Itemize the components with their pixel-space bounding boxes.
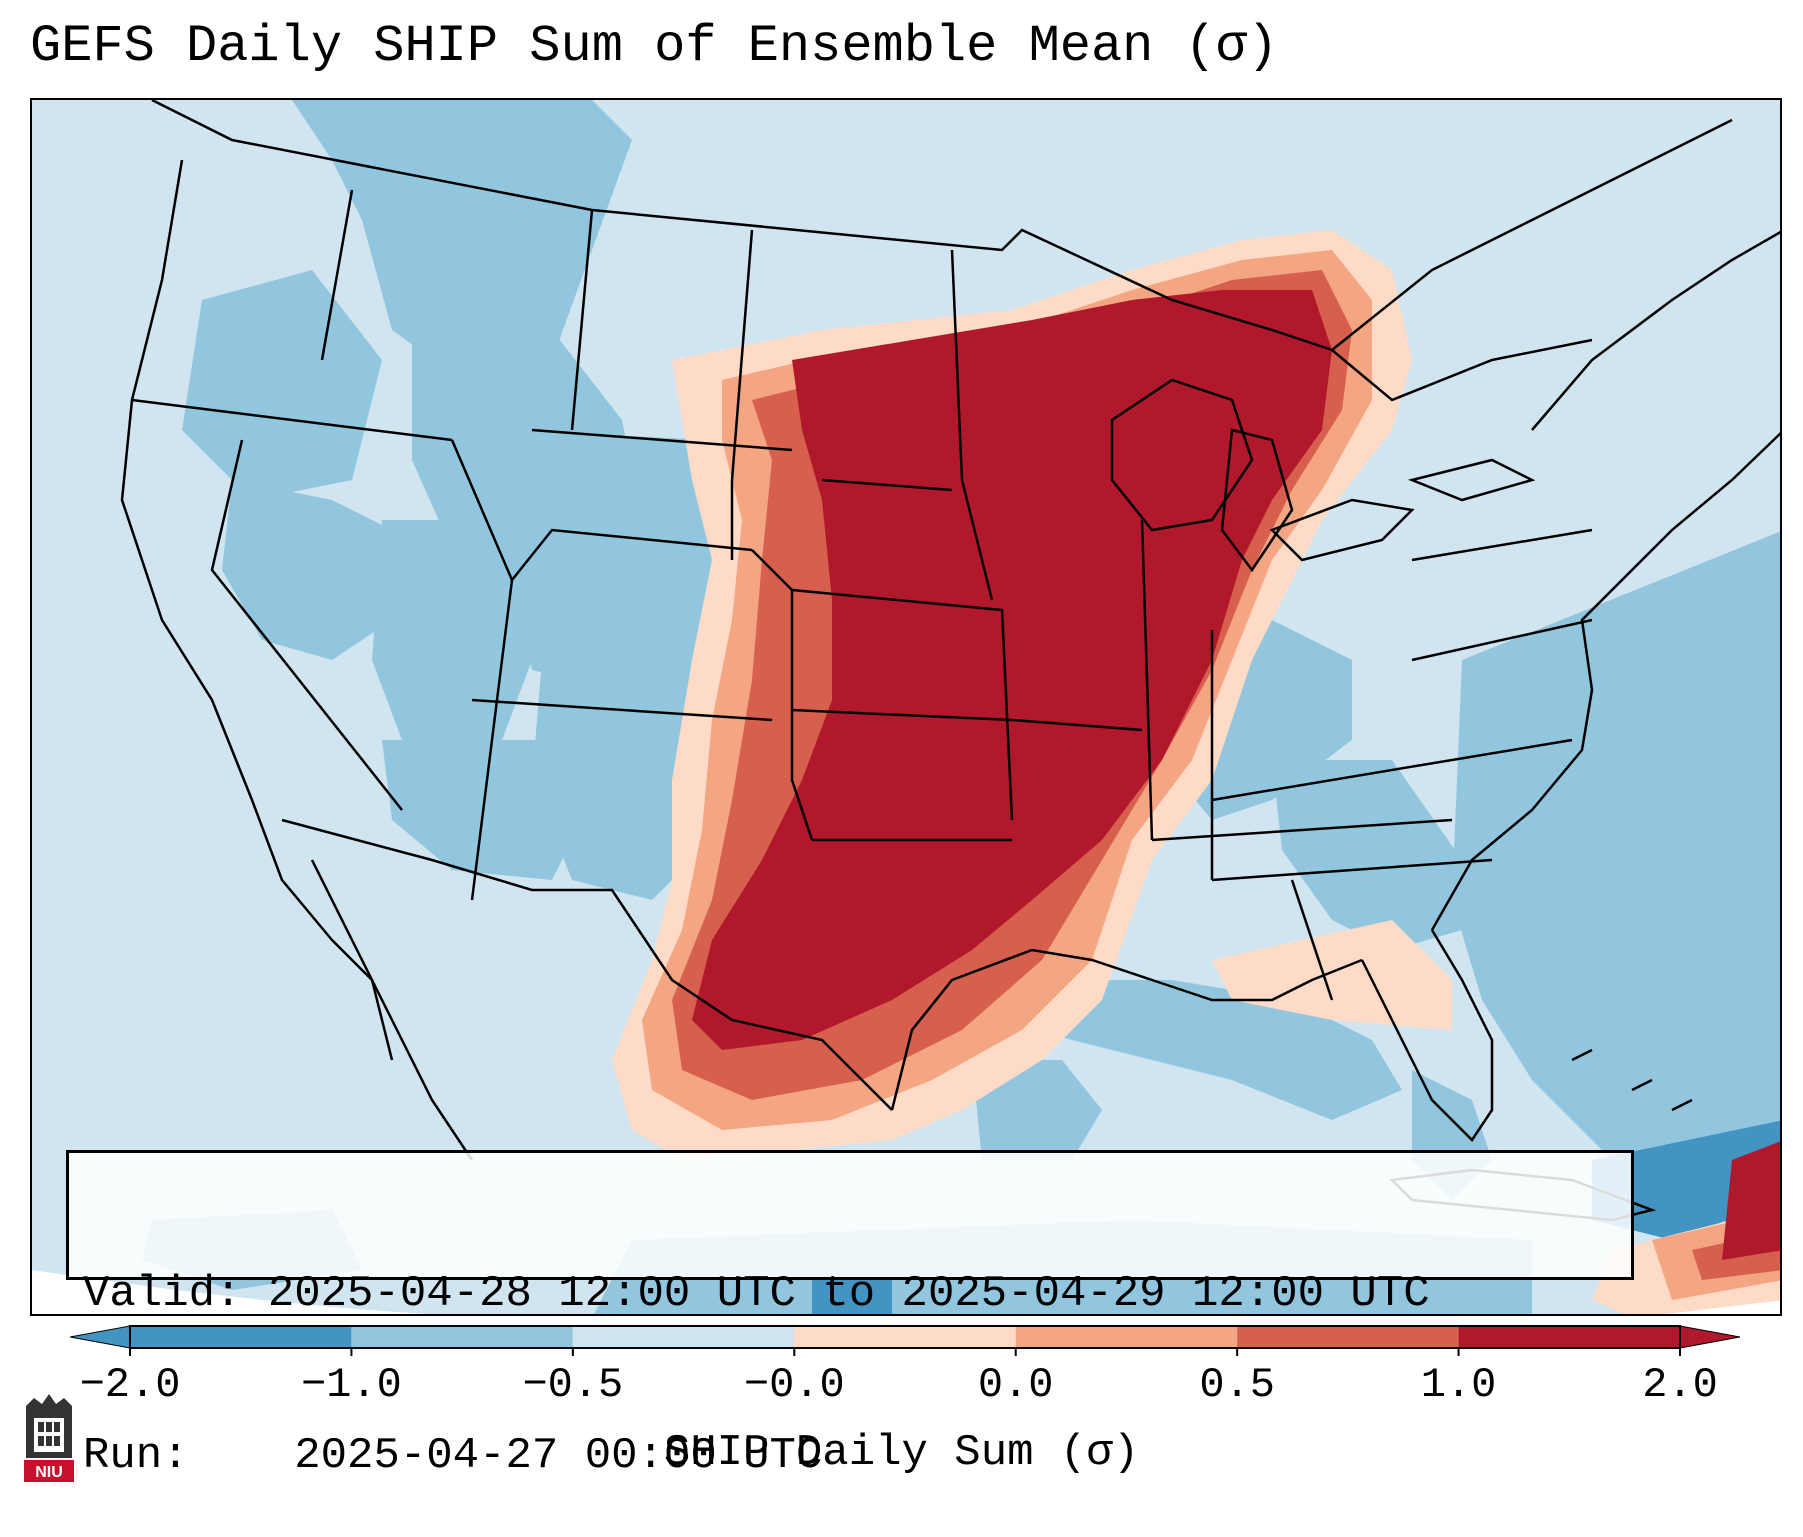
- valid-row: Valid: 2025-04-28 12:00 UTC to 2025-04-2…: [83, 1267, 1617, 1321]
- run-label: Run:: [83, 1431, 189, 1481]
- colorbar-segment: [130, 1326, 352, 1348]
- niu-logo-icon: NIU: [24, 1394, 74, 1482]
- colorbar-label: SHIP Daily Sum (σ): [663, 1428, 1140, 1478]
- colorbar-tick-label: −2.0: [80, 1361, 181, 1400]
- logo-text: NIU: [35, 1464, 63, 1481]
- colorbar-segment: [351, 1326, 573, 1348]
- colorbar-tick-label: −0.0: [744, 1361, 845, 1400]
- colorbar-tick-label: 1.0: [1421, 1361, 1497, 1400]
- run-value: 2025-04-27 00:00 UTC: [294, 1431, 823, 1481]
- colorbar-outline: [129, 1325, 1681, 1349]
- colorbar-tick-label: −1.0: [301, 1361, 402, 1400]
- validity-info-box: Valid: 2025-04-28 12:00 UTC to 2025-04-2…: [66, 1150, 1634, 1481]
- map-title: GEFS Daily SHIP Sum of Ensemble Mean (σ): [30, 17, 1279, 76]
- valid-value: 2025-04-28 12:00 UTC to 2025-04-29 12:00…: [267, 1269, 1430, 1319]
- colorbar-segment: [572, 1326, 795, 1348]
- max-positive-region: [692, 290, 1780, 1260]
- colorbar-ticks: −2.0 −1.0 −0.5 −0.0 0.0 0.5 1.0 2.0: [80, 1348, 1718, 1400]
- outside-domain-left: [32, 1270, 429, 1314]
- colorbar-tick-label: 0.0: [978, 1361, 1054, 1400]
- colorbar-segment: [1237, 1326, 1459, 1348]
- colorbar-tick-label: 0.5: [1199, 1361, 1275, 1400]
- map-panel: [30, 98, 1782, 1316]
- colorbar-segment: [1015, 1326, 1238, 1348]
- colorbar: −2.0 −1.0 −0.5 −0.0 0.0 0.5 1.0 2.0: [70, 1325, 1740, 1400]
- colorbar-segments: [70, 1325, 1740, 1349]
- outside-domain-right: [1631, 1290, 1780, 1314]
- run-row: Run: 2025-04-27 00:00 UTC: [83, 1429, 1617, 1483]
- colorbar-segment: [794, 1326, 1016, 1348]
- colorbar-segment: [1458, 1326, 1680, 1348]
- colorbar-tick-label: 2.0: [1642, 1361, 1718, 1400]
- colorbar-extend-min: [70, 1325, 131, 1349]
- colorbar-tick-label: −0.5: [522, 1361, 623, 1400]
- colorbar-extend-max: [1679, 1325, 1740, 1349]
- valid-label: Valid:: [83, 1269, 242, 1319]
